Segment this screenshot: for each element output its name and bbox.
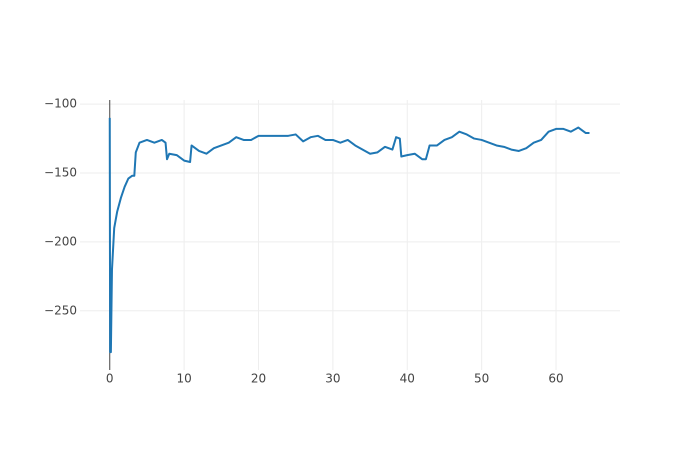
- y-tick-label: −250: [44, 303, 77, 317]
- x-tick-label: 20: [251, 372, 266, 386]
- x-tick-label: 40: [400, 372, 415, 386]
- x-tick-label: 60: [548, 372, 563, 386]
- y-tick-label: −150: [44, 166, 77, 180]
- line: [108, 117, 590, 354]
- x-tick-label: 0: [106, 372, 114, 386]
- y-tick-label: −100: [44, 97, 77, 111]
- x-tick-label: 10: [176, 372, 191, 386]
- x-tick-label: 50: [474, 372, 489, 386]
- x-tick-label: 30: [325, 372, 340, 386]
- y-tick-label: −200: [44, 234, 77, 248]
